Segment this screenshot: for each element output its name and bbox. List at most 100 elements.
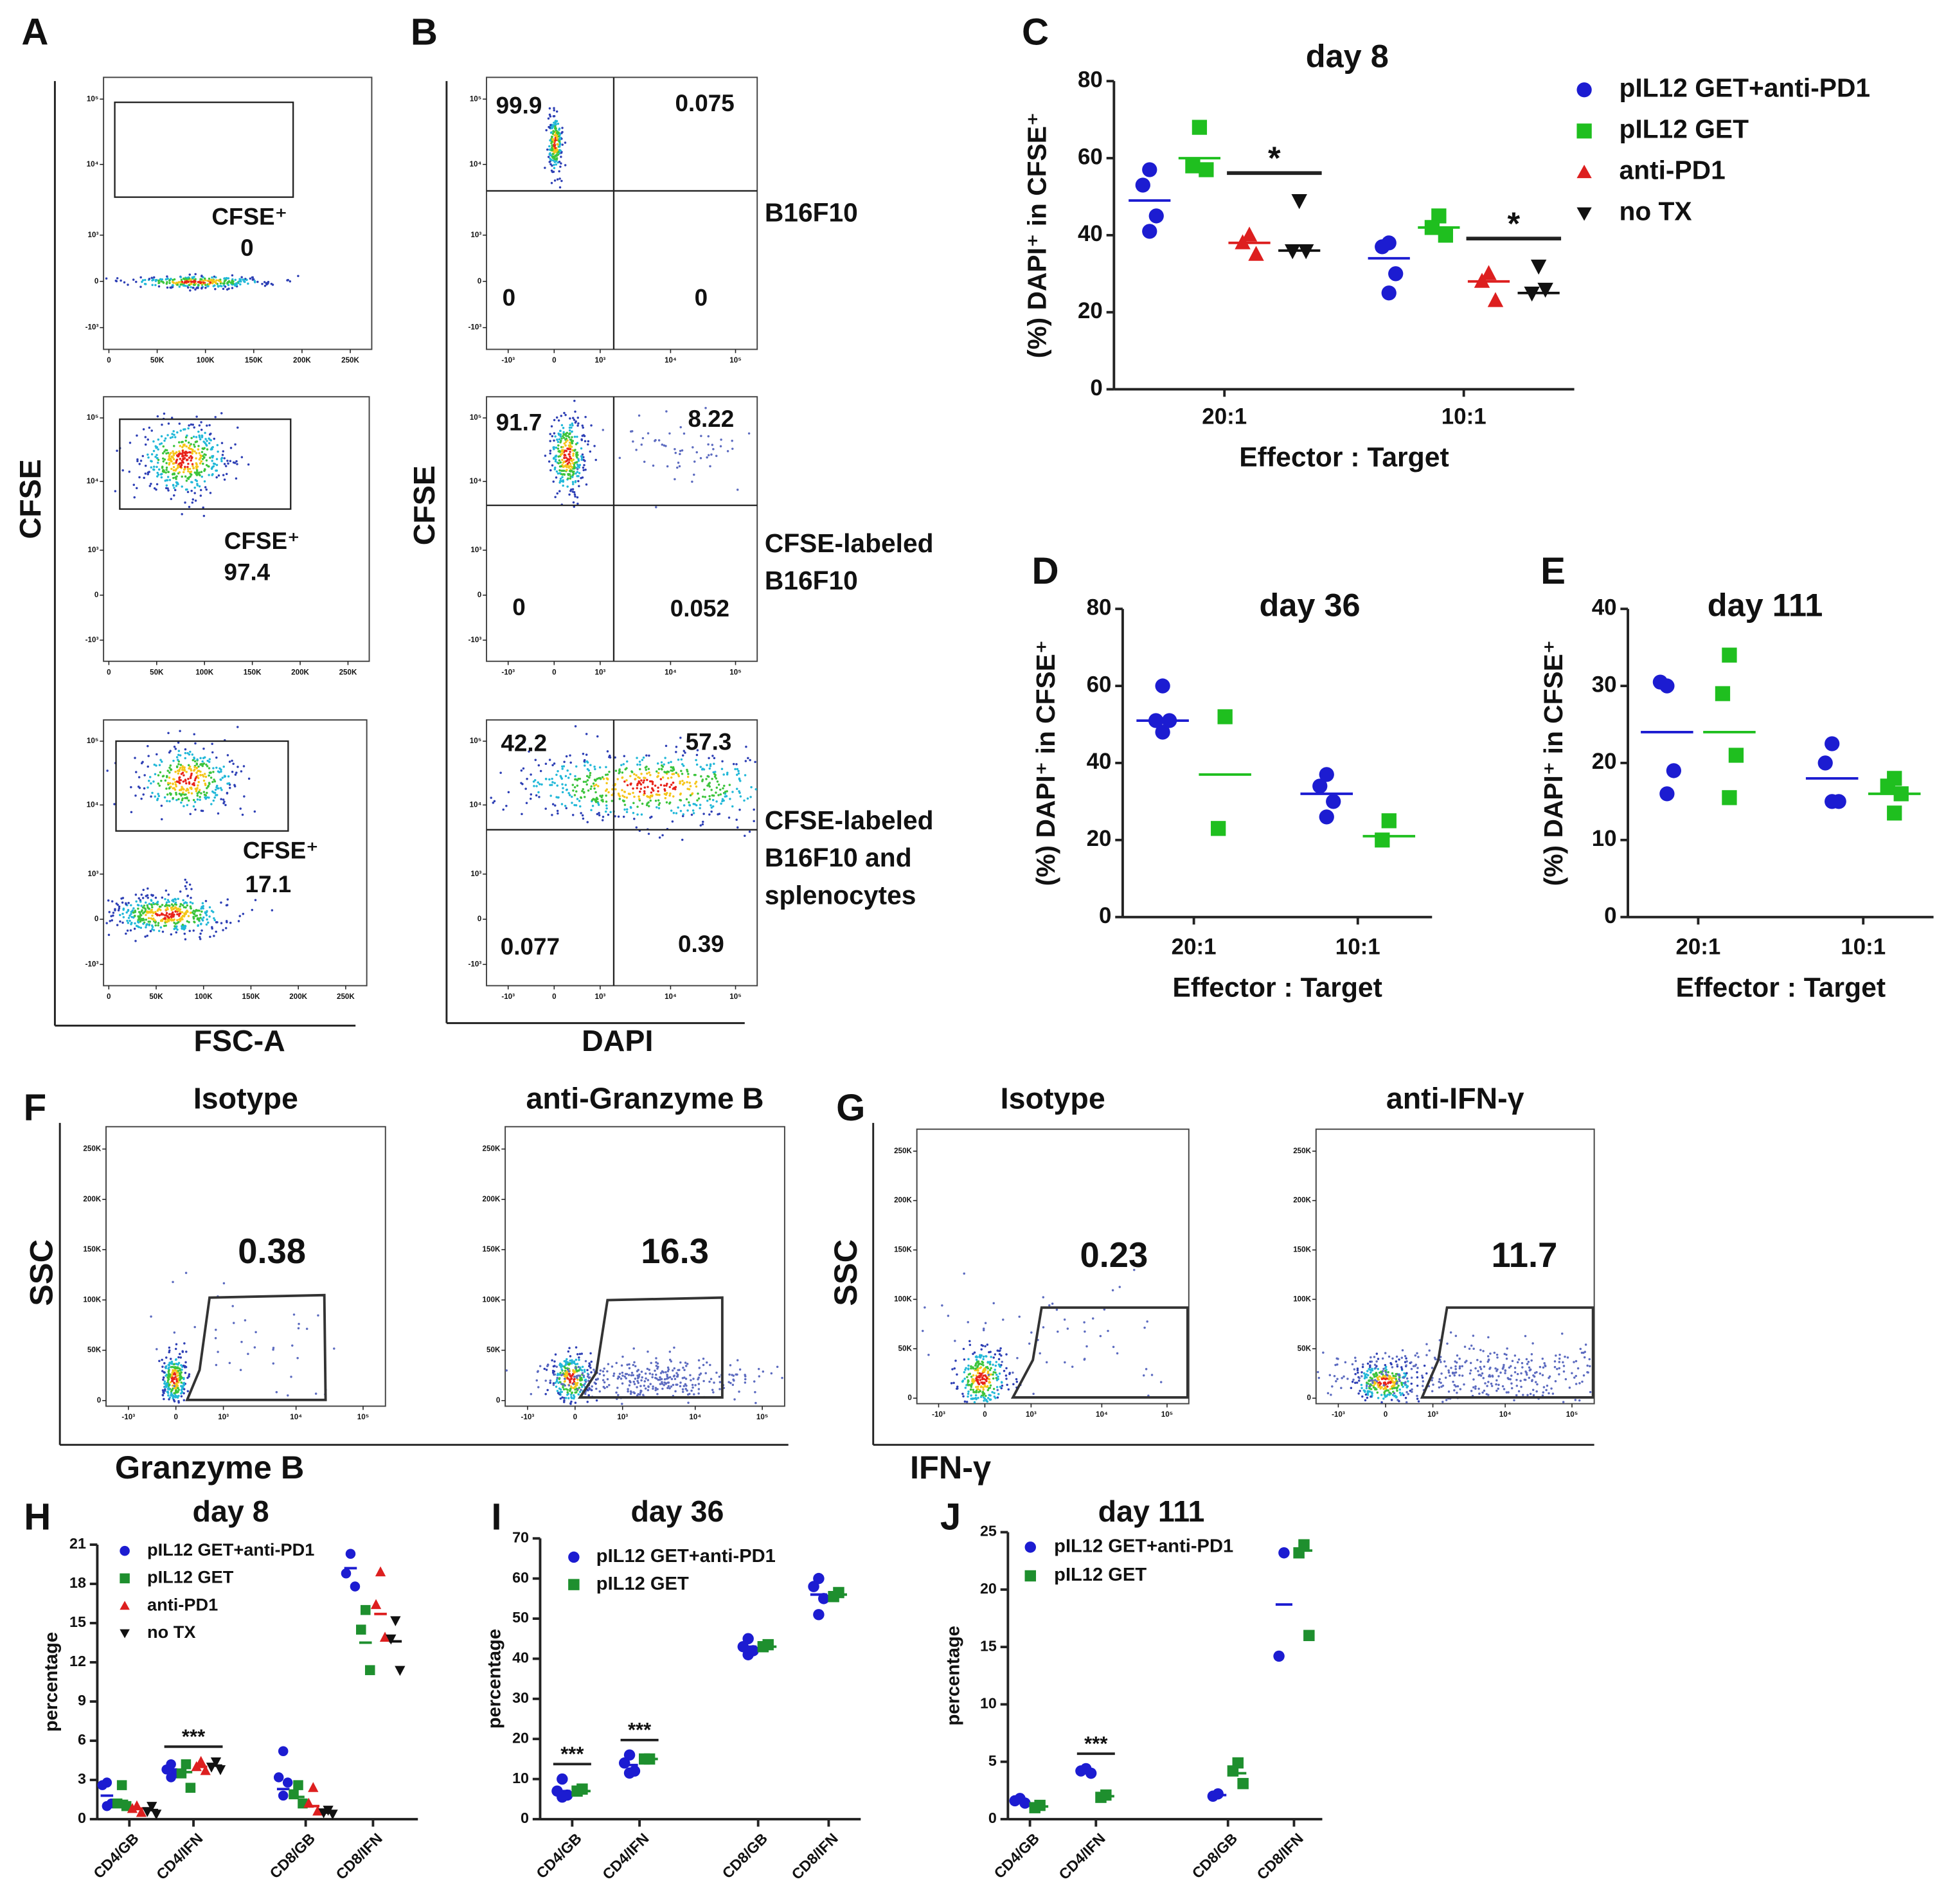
event-dot [179, 1356, 183, 1359]
event-dot [141, 897, 145, 899]
event-dot [231, 287, 234, 289]
event-dot [549, 123, 552, 127]
event-dot [208, 283, 210, 285]
event-dot [597, 804, 600, 806]
event-dot [569, 455, 571, 458]
event-dot [697, 1388, 701, 1390]
event-dot [992, 1373, 994, 1376]
event-dot [607, 791, 610, 794]
event-dot [586, 1375, 589, 1378]
event-dot [965, 1401, 969, 1403]
event-dot [190, 447, 193, 451]
event-dot [163, 1362, 166, 1365]
event-dot [289, 280, 292, 283]
event-dot [217, 474, 220, 477]
event-dot [578, 1356, 580, 1359]
event-dot [571, 802, 573, 804]
event-dot [231, 1305, 234, 1307]
event-dot [147, 897, 149, 899]
event-dot [643, 790, 646, 793]
event-dot [566, 462, 569, 465]
event-dot [524, 787, 527, 790]
event-dot [736, 489, 739, 491]
event-dot [132, 483, 136, 487]
event-dot [1529, 1368, 1532, 1371]
y-tick-label: -10³ [85, 960, 99, 968]
event-dot [170, 1394, 173, 1397]
event-dot [581, 453, 584, 456]
event-dot [181, 1390, 184, 1394]
event-dot [184, 284, 186, 287]
event-dot [140, 894, 143, 896]
event-dot [203, 480, 206, 483]
event-dot [205, 459, 208, 462]
event-dot [582, 1374, 585, 1377]
event-dot [683, 432, 686, 435]
event-dot [1454, 1365, 1457, 1368]
event-dot [1384, 1371, 1388, 1374]
event-dot [138, 915, 141, 918]
event-dot [185, 771, 188, 773]
y-tick-label: -10³ [85, 323, 99, 332]
event-dot [995, 1386, 999, 1388]
event-dot [995, 1361, 998, 1363]
event-dot [190, 423, 193, 426]
event-dot [204, 796, 206, 799]
event-dot [167, 904, 170, 907]
event-dot [1397, 1399, 1399, 1401]
event-dot [144, 901, 147, 904]
event-dot [161, 913, 165, 916]
event-dot [190, 471, 193, 473]
event-dot [178, 793, 181, 795]
event-dot [144, 935, 147, 938]
event-dot [691, 480, 693, 483]
panel-letter: B [411, 12, 438, 53]
event-dot [181, 459, 183, 462]
plot-title: Isotype [193, 1081, 298, 1115]
event-dot [639, 1389, 642, 1392]
event-dot [986, 1361, 990, 1363]
event-dot [148, 776, 152, 778]
y-tick-label: 40 [1078, 221, 1103, 246]
event-dot [176, 1363, 179, 1366]
event-dot [654, 800, 657, 802]
event-dot [194, 808, 197, 811]
event-dot [585, 775, 589, 778]
event-dot [189, 289, 192, 292]
event-dot [181, 786, 183, 788]
event-dot [963, 1272, 965, 1275]
event-dot [674, 787, 677, 791]
event-dot [185, 1351, 188, 1353]
panel-letter: G [836, 1087, 865, 1129]
event-dot [686, 770, 689, 773]
event-dot [174, 910, 177, 913]
event-dot [1362, 1372, 1366, 1375]
event-dot [199, 774, 202, 777]
event-dot [1422, 1380, 1425, 1383]
event-dot [576, 456, 578, 459]
event-dot [553, 1370, 556, 1373]
event-dot [709, 765, 712, 768]
event-dot [151, 283, 154, 287]
event-dot [679, 799, 683, 802]
event-dot [243, 280, 245, 283]
event-dot [168, 787, 171, 790]
event-dot [615, 1391, 618, 1394]
event-dot [170, 498, 173, 500]
event-dot [193, 1325, 196, 1329]
event-dot [171, 283, 174, 287]
event-dot [666, 1373, 668, 1376]
event-dot [194, 478, 197, 481]
event-dot [251, 276, 254, 279]
event-dot [1479, 1366, 1481, 1369]
event-dot [582, 426, 584, 429]
event-dot [572, 453, 575, 455]
event-dot [1042, 1296, 1045, 1298]
event-dot [147, 887, 149, 890]
event-dot [664, 757, 666, 759]
event-dot [181, 513, 183, 516]
event-dot [562, 469, 566, 472]
event-dot [715, 1371, 718, 1374]
event-dot [202, 791, 206, 793]
event-dot [1548, 1392, 1550, 1395]
